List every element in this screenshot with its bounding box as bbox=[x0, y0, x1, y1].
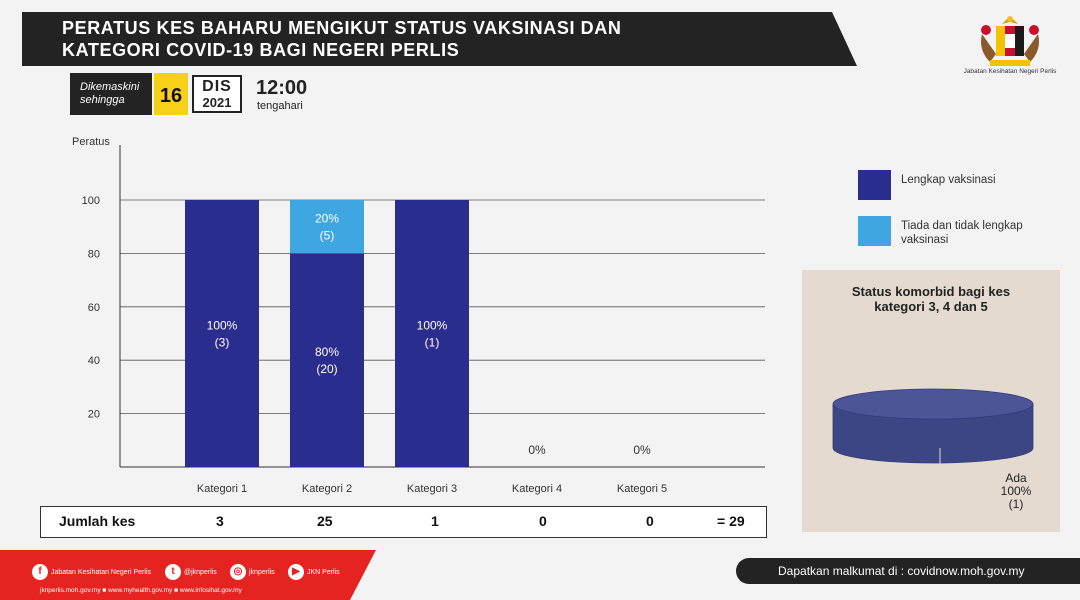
bar-complete-3 bbox=[395, 200, 469, 467]
page-title-line-1: PERATUS KES BAHARU MENGIKUT STATUS VAKSI… bbox=[62, 18, 622, 38]
bar-complete-1 bbox=[185, 200, 259, 467]
total-kategori-3: 1 bbox=[431, 513, 439, 529]
bar-count-complete-2: (20) bbox=[316, 362, 337, 376]
legend-item-incomplete: Tiada dan tidak lengkap vaksinasi bbox=[858, 216, 1058, 260]
pie-label-percent: 100% bbox=[1000, 484, 1032, 498]
chart-legend: Lengkap vaksinasi Tiada dan tidak lengka… bbox=[858, 170, 1058, 262]
bar-zero-label-5: 0% bbox=[633, 443, 651, 457]
y-tick-label-40: 40 bbox=[88, 355, 100, 367]
legend-swatch-complete bbox=[858, 170, 891, 200]
update-year: 2021 bbox=[202, 95, 232, 110]
totals-row: Jumlah kes 3 25 1 0 0 = 29 bbox=[40, 506, 767, 538]
update-month: DIS bbox=[202, 78, 232, 95]
page-title-line-2: KATEGORI COVID-19 BAGI NEGERI PERLIS bbox=[62, 40, 460, 60]
facebook-link[interactable]: f Jabatan Kesihatan Negeri Perlis bbox=[32, 564, 151, 580]
calendar-icon: DIS 2021 bbox=[192, 75, 242, 113]
twitter-link[interactable]: t @jknperlis bbox=[165, 564, 217, 580]
legend-label-complete: Lengkap vaksinasi bbox=[901, 174, 996, 186]
footer-info-bar: Dapatkan malkumat di : covidnow.moh.gov.… bbox=[736, 558, 1080, 584]
youtube-icon: ▶ bbox=[288, 564, 304, 580]
bar-label-complete-2: 80% bbox=[315, 345, 339, 359]
bar-label-complete-1: 100% bbox=[207, 319, 238, 333]
comorbid-title-line-2: kategori 3, 4 dan 5 bbox=[874, 299, 988, 314]
youtube-label: JKN Perlis bbox=[307, 568, 340, 576]
updated-label: Dikemaskini sehingga bbox=[70, 73, 152, 115]
legend-swatch-incomplete bbox=[858, 216, 891, 246]
legend-label-incomplete: Tiada dan tidak lengkap vaksinasi bbox=[901, 220, 1023, 246]
twitter-label: @jknperlis bbox=[184, 568, 217, 576]
y-tick-label-20: 20 bbox=[88, 409, 100, 421]
bar-label-incomplete-2: 20% bbox=[315, 212, 339, 226]
twitter-icon: t bbox=[165, 564, 181, 580]
pie-label-name: Ada bbox=[1005, 471, 1027, 485]
coat-of-arms-logo bbox=[960, 10, 1060, 80]
stacked-bar-chart: 20 40 60 80 100 Peratus 100% (3) Kategori 1 80% (2… bbox=[72, 136, 765, 495]
total-sum: = 29 bbox=[717, 513, 745, 529]
instagram-icon: ◎ bbox=[230, 564, 246, 580]
bar-count-incomplete-2: (5) bbox=[320, 229, 335, 243]
facebook-label: Jabatan Kesihatan Negeri Perlis bbox=[51, 568, 152, 576]
total-kategori-4: 0 bbox=[539, 513, 547, 529]
x-tick-label-3: Kategori 3 bbox=[407, 483, 457, 495]
instagram-label: jknperlis bbox=[249, 568, 275, 576]
updated-label-line-1: Dikemaskini bbox=[80, 81, 140, 93]
bar-count-complete-3: (1) bbox=[425, 336, 440, 350]
footer-social-bar: f Jabatan Kesihatan Negeri Perlis t @jkn… bbox=[0, 550, 376, 600]
bar-incomplete-2 bbox=[290, 200, 364, 254]
total-kategori-2: 25 bbox=[317, 513, 333, 529]
coat-of-arms-icon bbox=[981, 16, 1039, 66]
legend-item-complete: Lengkap vaksinasi bbox=[858, 170, 1058, 214]
logo-caption: Jabatan Kesihatan Negeri Perlis bbox=[963, 68, 1057, 75]
x-tick-label-2: Kategori 2 bbox=[302, 483, 352, 495]
youtube-link[interactable]: ▶ JKN Perlis bbox=[288, 564, 340, 580]
x-tick-label-1: Kategori 1 bbox=[197, 483, 247, 495]
update-time: 12:00 bbox=[256, 77, 308, 99]
total-kategori-1: 3 bbox=[216, 513, 224, 529]
update-day: 16 bbox=[154, 73, 188, 115]
totals-label: Jumlah kes bbox=[59, 513, 136, 529]
updated-label-line-2: sehingga bbox=[80, 94, 125, 106]
instagram-link[interactable]: ◎ jknperlis bbox=[230, 564, 275, 580]
total-kategori-5: 0 bbox=[646, 513, 654, 529]
bar-count-complete-1: (3) bbox=[215, 336, 230, 350]
y-axis-title: Peratus bbox=[72, 136, 110, 148]
comorbid-title-line-1: Status komorbid bagi kes bbox=[851, 284, 1011, 299]
facebook-icon: f bbox=[32, 564, 48, 580]
pie-slice-ada bbox=[832, 388, 1034, 420]
comorbid-pie-chart bbox=[832, 388, 1034, 472]
pie-label: Ada 100% (1) bbox=[986, 472, 1046, 511]
pie-label-count: (1) bbox=[1008, 497, 1024, 511]
comorbid-panel: Status komorbid bagi kes kategori 3, 4 d… bbox=[802, 270, 1060, 532]
x-tick-label-5: Kategori 5 bbox=[617, 483, 667, 495]
update-time-note: tengahari bbox=[257, 100, 303, 112]
bar-label-complete-3: 100% bbox=[417, 319, 448, 333]
y-tick-label-80: 80 bbox=[88, 248, 100, 260]
comorbid-title: Status komorbid bagi kes kategori 3, 4 d… bbox=[802, 284, 1060, 314]
footer-links[interactable]: jknperlis.moh.gov.my ■ www.myhealth.gov.… bbox=[40, 587, 242, 594]
bar-zero-label-4: 0% bbox=[528, 443, 546, 457]
title-banner: PERATUS KES BAHARU MENGIKUT STATUS VAKSI… bbox=[22, 12, 857, 66]
y-tick-label-100: 100 bbox=[82, 195, 100, 207]
covidnow-link[interactable]: Dapatkan malkumat di : covidnow.moh.gov.… bbox=[778, 564, 1025, 578]
y-tick-label-60: 60 bbox=[88, 302, 100, 314]
x-tick-label-4: Kategori 4 bbox=[512, 483, 562, 495]
bar-complete-2 bbox=[290, 253, 364, 467]
